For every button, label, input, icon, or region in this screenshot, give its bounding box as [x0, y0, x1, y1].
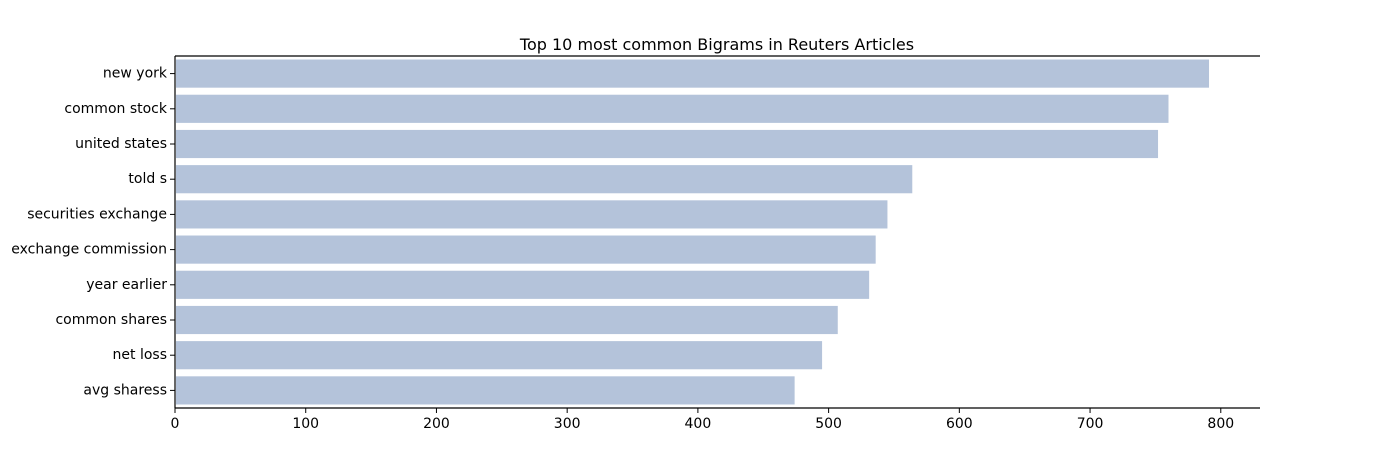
x-ticks-group: 0 100 200 300 400 500 600 700 800: [171, 408, 1234, 432]
x-tick-label: 700: [1077, 416, 1104, 432]
x-tick-label: 600: [946, 416, 973, 432]
bar-net-loss: [176, 341, 823, 370]
y-tick-label: securities exchange: [27, 206, 167, 222]
bar-common-shares: [176, 305, 838, 335]
x-tick-label: 0: [171, 416, 180, 432]
x-tick-label: 800: [1207, 416, 1234, 432]
y-tick-label: common stock: [64, 101, 167, 117]
bar-avg-sharess: [176, 376, 795, 405]
y-tick-label: told s: [128, 171, 167, 187]
x-tick-label: 500: [815, 416, 842, 432]
x-tick-label: 300: [554, 416, 581, 432]
y-tick-label: net loss: [113, 347, 167, 363]
y-tick-labels-group: new york common stock united states told s s…: [11, 66, 175, 398]
y-tick-label: avg sharess: [83, 382, 167, 398]
x-tick-label: 400: [685, 416, 712, 432]
y-tick-label: common shares: [55, 312, 167, 328]
y-tick-label: united states: [75, 136, 167, 152]
bar-new-york: [176, 59, 1210, 88]
y-tick-label: year earlier: [86, 277, 167, 293]
bar-told-s: [176, 165, 913, 194]
bar-exchange-commission: [176, 235, 876, 264]
y-tick-label: exchange commission: [11, 242, 167, 258]
bar-united-states: [176, 129, 1159, 159]
bar-common-stock: [176, 94, 1169, 123]
x-tick-label: 100: [292, 416, 319, 432]
y-tick-label: new york: [103, 66, 168, 82]
bar-securities-exchange: [176, 200, 888, 229]
bars-group: [176, 59, 1210, 405]
bar-year-earlier: [176, 270, 870, 299]
chart-title: Top 10 most common Bigrams in Reuters Ar…: [519, 35, 914, 54]
x-tick-label: 200: [423, 416, 450, 432]
